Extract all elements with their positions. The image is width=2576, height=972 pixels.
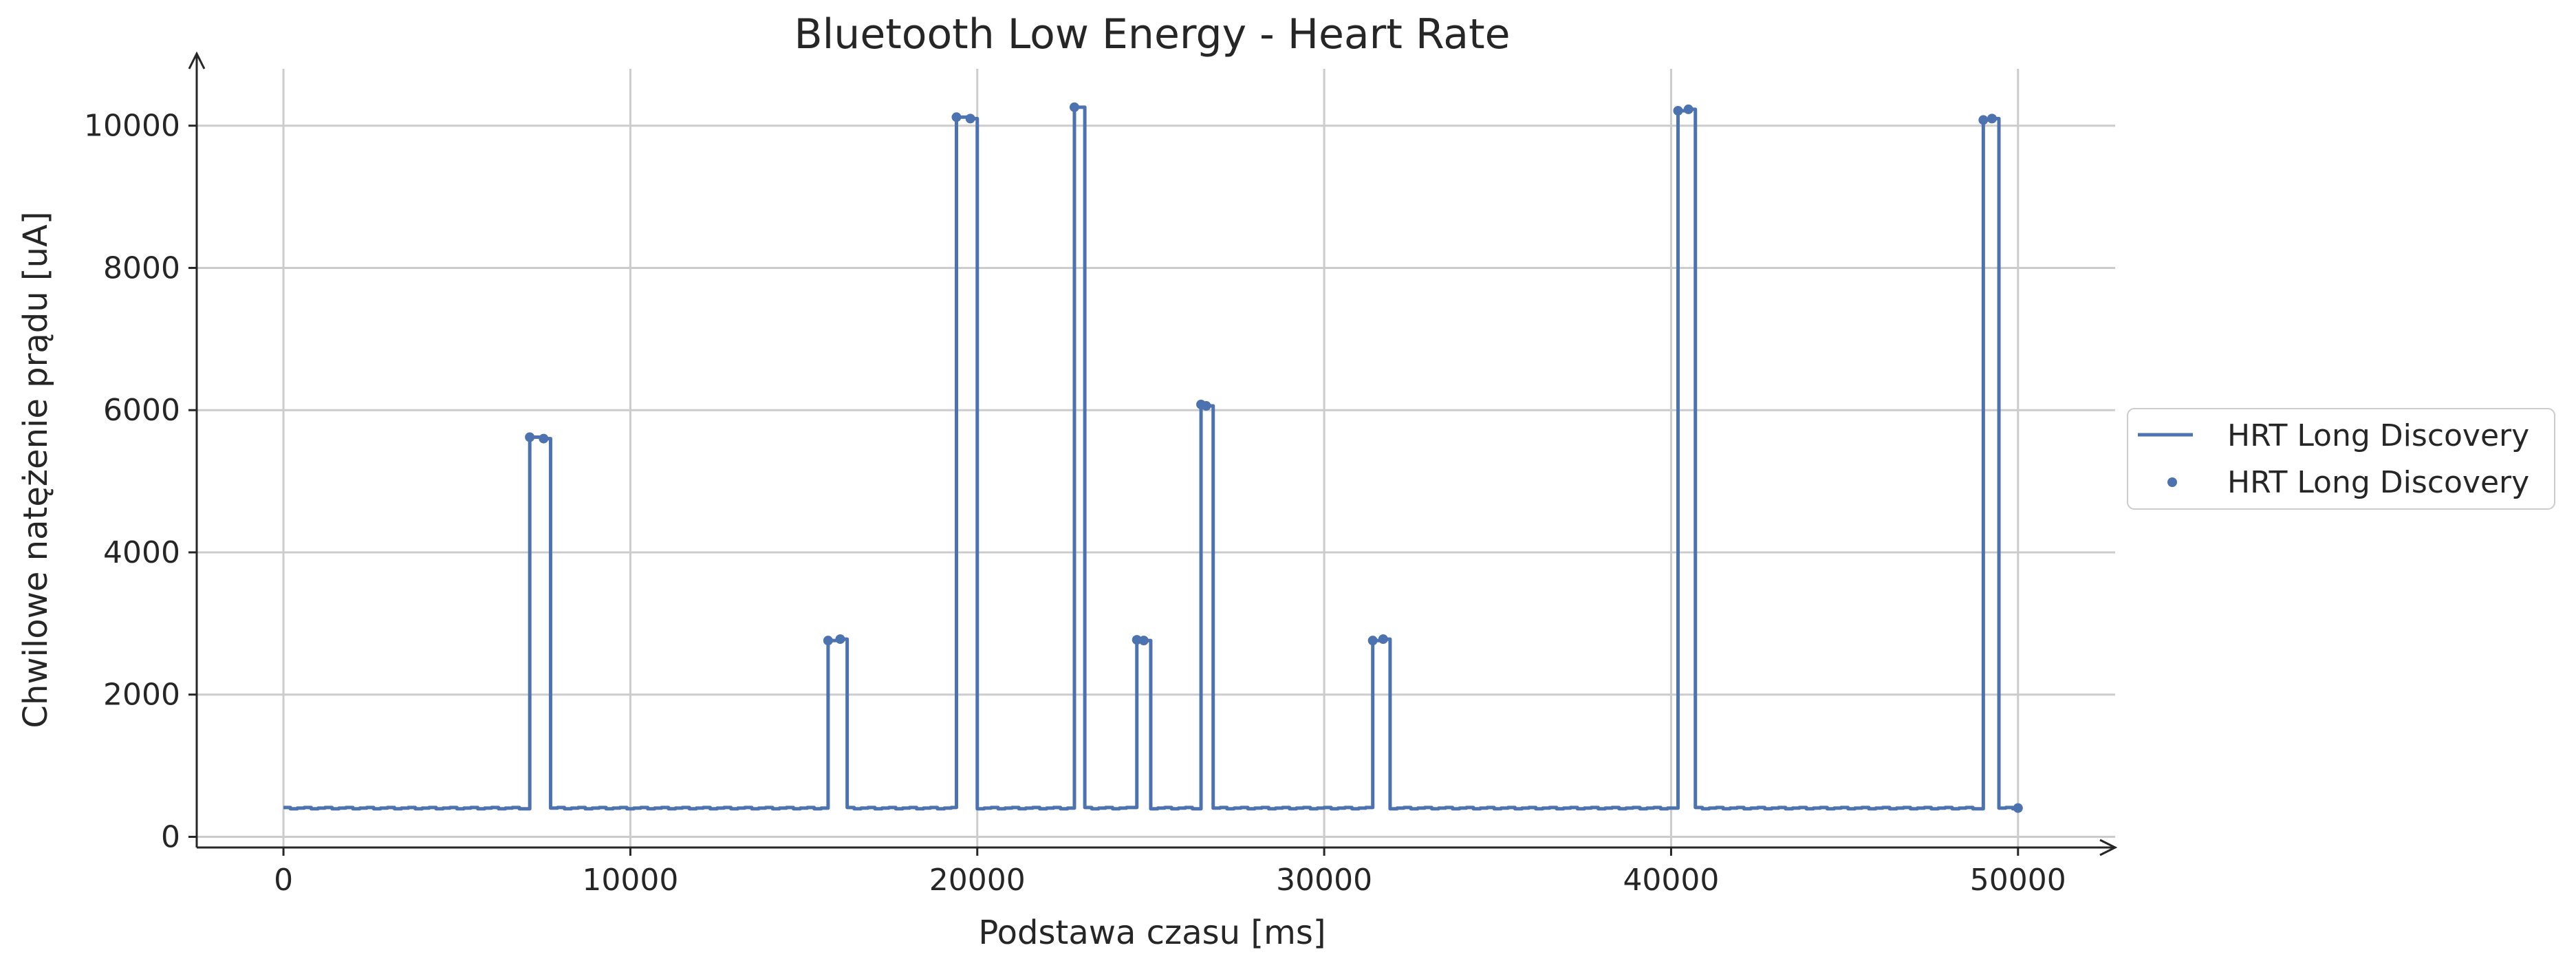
series-line: [283, 105, 2020, 811]
data-point: [1138, 636, 1149, 646]
x-axis-label: Podstawa czasu [ms]: [978, 914, 1325, 952]
y-tick-label: 0: [161, 819, 180, 854]
y-tick-label: 10000: [84, 109, 180, 144]
data-point: [1378, 634, 1388, 645]
data-point: [1367, 636, 1378, 646]
data-point: [823, 636, 833, 646]
data-point: [965, 114, 975, 124]
legend-label-line: HRT Long Discovery: [2227, 418, 2529, 453]
y-tick-label: 6000: [103, 393, 180, 428]
x-tick-label: 30000: [1276, 863, 1372, 898]
legend-label-dot: HRT Long Discovery: [2227, 465, 2529, 500]
data-point: [539, 433, 549, 444]
y-axis-label: Chwilowe natężenie prądu [uA]: [17, 211, 55, 728]
legend-dot-swatch: [2167, 477, 2177, 487]
data-point: [2013, 803, 2023, 813]
data-point: [1683, 104, 1693, 114]
ticks: 0 10000 20000 30000 40000 50000 0 2000 4000 6000 8…: [84, 109, 2066, 898]
x-tick-label: 20000: [929, 863, 1026, 898]
x-tick-label: 50000: [1970, 863, 2066, 898]
x-tick-label: 10000: [582, 863, 678, 898]
x-axis-arrow: [2099, 839, 2118, 856]
legend: HRT Long Discovery HRT Long Discovery: [2127, 408, 2555, 510]
axes: [188, 51, 2118, 856]
data-point: [1201, 401, 1211, 411]
data-point: [525, 432, 535, 442]
data-point: [951, 112, 962, 122]
y-tick-label: 4000: [103, 535, 180, 570]
data-point: [1987, 114, 1997, 124]
data-point: [1978, 115, 1989, 125]
data-point: [835, 634, 845, 645]
data-point: [1132, 635, 1142, 645]
y-axis-arrow: [188, 51, 206, 69]
grid: [197, 69, 2115, 847]
x-tick-label: 0: [274, 863, 293, 898]
x-tick-label: 40000: [1623, 863, 1719, 898]
data-point: [1673, 105, 1683, 116]
chart-title: Bluetooth Low Energy - Heart Rate: [794, 10, 1510, 58]
y-tick-label: 8000: [103, 250, 180, 285]
y-tick-label: 2000: [103, 678, 180, 713]
data-point: [1069, 102, 1079, 112]
legend-frame: [2127, 408, 2555, 510]
series-hrt-long-discovery: [283, 102, 2023, 813]
